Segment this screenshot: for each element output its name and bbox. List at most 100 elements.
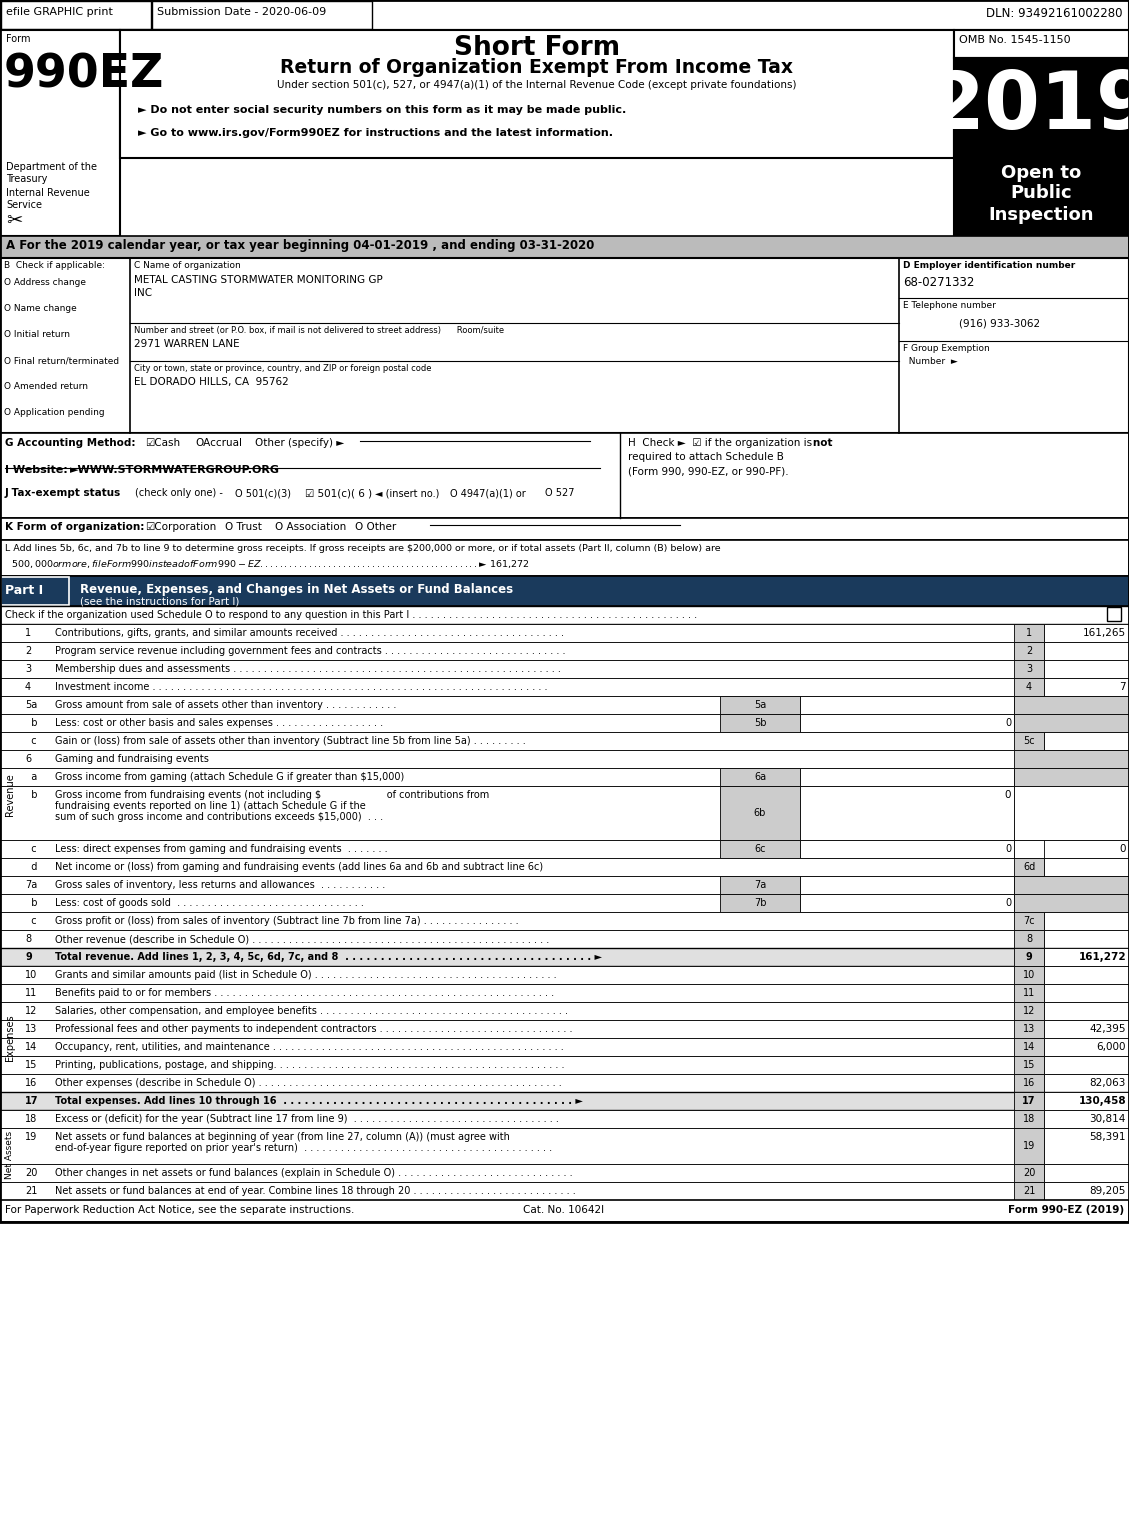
- Bar: [1044, 930, 1129, 948]
- Bar: [0, 237, 1129, 258]
- Bar: [800, 876, 1014, 893]
- Text: Total expenses. Add lines 10 through 16  . . . . . . . . . . . . . . . . . . . .: Total expenses. Add lines 10 through 16 …: [55, 1096, 583, 1106]
- Text: Gross profit or (loss) from sales of inventory (Subtract line 7b from line 7a) .: Gross profit or (loss) from sales of inv…: [55, 916, 518, 925]
- Text: ► Do not enter social security numbers on this form as it may be made public.: ► Do not enter social security numbers o…: [138, 105, 627, 115]
- Text: Gross amount from sale of assets other than inventory . . . . . . . . . . . .: Gross amount from sale of assets other t…: [55, 699, 396, 710]
- Text: Other changes in net assets or fund balances (explain in Schedule O) . . . . . .: Other changes in net assets or fund bala…: [55, 1168, 572, 1177]
- Text: 15: 15: [25, 1060, 37, 1070]
- Text: 4: 4: [1026, 683, 1032, 692]
- Bar: [0, 258, 1129, 434]
- Text: 10: 10: [25, 970, 37, 980]
- Text: 14: 14: [1023, 1041, 1035, 1052]
- Bar: [1044, 983, 1129, 1002]
- Text: 16: 16: [25, 1078, 37, 1089]
- Text: OAccrual: OAccrual: [195, 438, 242, 447]
- Bar: [0, 1182, 1129, 1200]
- Bar: [1108, 608, 1121, 621]
- Bar: [0, 1128, 1129, 1164]
- Text: O 527: O 527: [545, 489, 575, 498]
- Bar: [1014, 930, 1044, 948]
- Text: 1: 1: [1026, 628, 1032, 638]
- Bar: [1014, 768, 1129, 786]
- Bar: [0, 541, 1129, 576]
- Text: Submission Date - 2020-06-09: Submission Date - 2020-06-09: [157, 8, 326, 17]
- Text: Service: Service: [6, 200, 42, 211]
- Text: Less: direct expenses from gaming and fundraising events  . . . . . . .: Less: direct expenses from gaming and fu…: [55, 844, 387, 854]
- Text: (see the instructions for Part I): (see the instructions for Part I): [80, 596, 239, 606]
- Bar: [720, 768, 800, 786]
- Text: 42,395: 42,395: [1089, 1025, 1126, 1034]
- Bar: [1044, 858, 1129, 876]
- Text: 2971 WARREN LANE: 2971 WARREN LANE: [134, 339, 239, 350]
- Text: Gross income from gaming (attach Schedule G if greater than $15,000): Gross income from gaming (attach Schedul…: [55, 773, 404, 782]
- Text: Form 990-EZ (2019): Form 990-EZ (2019): [1008, 1205, 1124, 1215]
- Text: Investment income . . . . . . . . . . . . . . . . . . . . . . . . . . . . . . . : Investment income . . . . . . . . . . . …: [55, 683, 548, 692]
- Text: (916) 933-3062: (916) 933-3062: [959, 318, 1040, 328]
- Bar: [0, 1038, 1129, 1057]
- Text: H  Check ►  ☑ if the organization is: H Check ► ☑ if the organization is: [628, 438, 812, 447]
- Text: Gain or (loss) from sale of assets other than inventory (Subtract line 5b from l: Gain or (loss) from sale of assets other…: [55, 736, 526, 747]
- Text: Benefits paid to or for members . . . . . . . . . . . . . . . . . . . . . . . . : Benefits paid to or for members . . . . …: [55, 988, 554, 999]
- Text: Gross income from fundraising events (not including $                     of con: Gross income from fundraising events (no…: [55, 789, 489, 800]
- Text: 7c: 7c: [1023, 916, 1035, 925]
- Text: O Amended return: O Amended return: [5, 382, 88, 391]
- Bar: [720, 876, 800, 893]
- Bar: [1044, 840, 1129, 858]
- Bar: [1044, 967, 1129, 983]
- Bar: [1014, 1128, 1044, 1164]
- Text: Public: Public: [1010, 183, 1071, 202]
- Text: c: c: [25, 736, 36, 747]
- Bar: [720, 696, 800, 715]
- Bar: [1014, 948, 1044, 967]
- Text: 17: 17: [1022, 1096, 1035, 1106]
- Text: ✂: ✂: [6, 211, 23, 231]
- Bar: [1014, 641, 1044, 660]
- Bar: [0, 768, 1129, 786]
- Bar: [1014, 750, 1129, 768]
- Text: O Other: O Other: [355, 522, 396, 531]
- Text: 6c: 6c: [754, 844, 765, 854]
- Text: Program service revenue including government fees and contracts . . . . . . . . : Program service revenue including govern…: [55, 646, 566, 657]
- Bar: [1014, 1092, 1044, 1110]
- Text: 9: 9: [25, 951, 32, 962]
- Bar: [0, 641, 1129, 660]
- Bar: [0, 750, 1129, 768]
- Text: (Form 990, 990-EZ, or 990-PF).: (Form 990, 990-EZ, or 990-PF).: [628, 466, 789, 476]
- Bar: [1014, 983, 1044, 1002]
- Text: For Paperwork Reduction Act Notice, see the separate instructions.: For Paperwork Reduction Act Notice, see …: [5, 1205, 355, 1215]
- Text: K Form of organization:: K Form of organization:: [5, 522, 145, 531]
- Bar: [1044, 1110, 1129, 1128]
- Bar: [1014, 1182, 1044, 1200]
- Bar: [720, 715, 800, 731]
- Text: O 501(c)(3): O 501(c)(3): [235, 489, 291, 498]
- Text: 5b: 5b: [754, 718, 767, 728]
- Text: 2: 2: [1026, 646, 1032, 657]
- Text: F Group Exemption: F Group Exemption: [903, 344, 990, 353]
- Text: 7a: 7a: [25, 880, 37, 890]
- Text: INC: INC: [134, 289, 152, 298]
- Bar: [1014, 625, 1044, 641]
- Text: A For the 2019 calendar year, or tax year beginning 04-01-2019 , and ending 03-3: A For the 2019 calendar year, or tax yea…: [6, 240, 594, 252]
- Bar: [0, 31, 120, 237]
- Bar: [800, 786, 1014, 840]
- Text: 161,272: 161,272: [1078, 951, 1126, 962]
- Text: a: a: [25, 773, 37, 782]
- Bar: [1014, 696, 1129, 715]
- Text: O Address change: O Address change: [5, 278, 86, 287]
- Text: Less: cost or other basis and sales expenses . . . . . . . . . . . . . . . . . .: Less: cost or other basis and sales expe…: [55, 718, 383, 728]
- Bar: [0, 1164, 1129, 1182]
- Text: Number and street (or P.O. box, if mail is not delivered to street address)     : Number and street (or P.O. box, if mail …: [134, 325, 505, 334]
- Text: O 4947(a)(1) or: O 4947(a)(1) or: [450, 489, 526, 498]
- Bar: [1044, 948, 1129, 967]
- Text: 2: 2: [25, 646, 32, 657]
- Bar: [0, 731, 1129, 750]
- Bar: [954, 58, 1129, 157]
- Bar: [0, 1057, 1129, 1073]
- Bar: [0, 912, 1129, 930]
- Text: b: b: [25, 898, 37, 909]
- Text: 82,063: 82,063: [1089, 1078, 1126, 1089]
- Bar: [0, 1020, 1129, 1038]
- Text: 20: 20: [25, 1168, 37, 1177]
- Bar: [1044, 1038, 1129, 1057]
- Text: b: b: [25, 789, 37, 800]
